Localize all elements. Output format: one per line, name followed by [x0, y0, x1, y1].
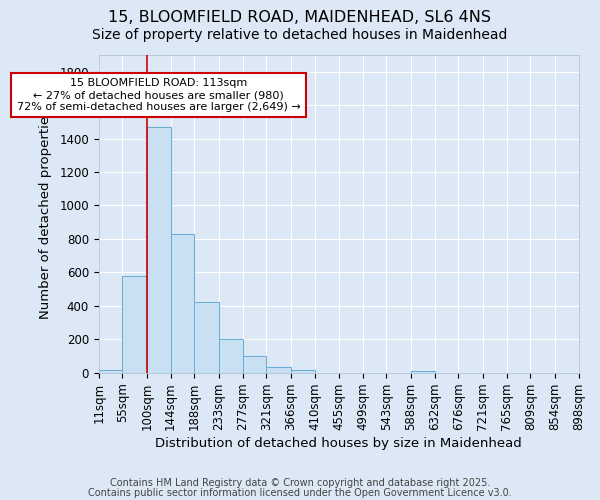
X-axis label: Distribution of detached houses by size in Maidenhead: Distribution of detached houses by size … — [155, 437, 522, 450]
Text: Size of property relative to detached houses in Maidenhead: Size of property relative to detached ho… — [92, 28, 508, 42]
Text: 15, BLOOMFIELD ROAD, MAIDENHEAD, SL6 4NS: 15, BLOOMFIELD ROAD, MAIDENHEAD, SL6 4NS — [109, 10, 491, 25]
Text: Contains HM Land Registry data © Crown copyright and database right 2025.: Contains HM Land Registry data © Crown c… — [110, 478, 490, 488]
Text: Contains public sector information licensed under the Open Government Licence v3: Contains public sector information licen… — [88, 488, 512, 498]
Y-axis label: Number of detached properties: Number of detached properties — [39, 109, 52, 319]
Text: 15 BLOOMFIELD ROAD: 113sqm
← 27% of detached houses are smaller (980)
72% of sem: 15 BLOOMFIELD ROAD: 113sqm ← 27% of deta… — [17, 78, 301, 112]
